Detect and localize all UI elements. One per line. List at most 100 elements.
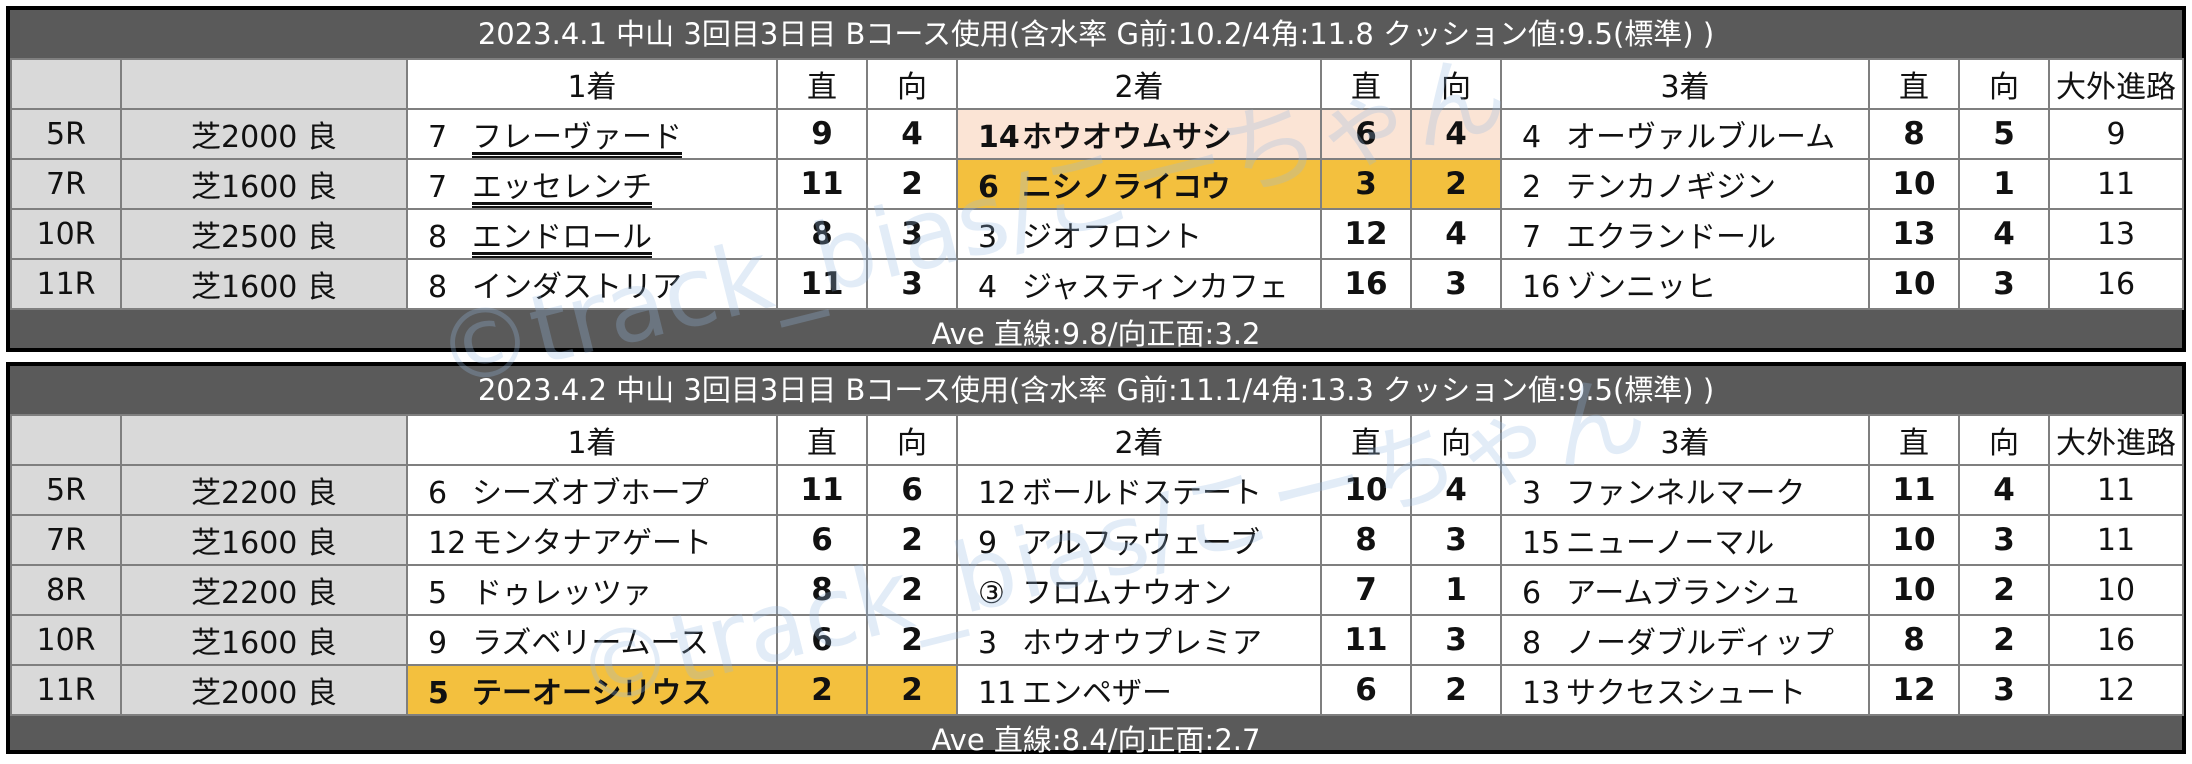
second-horse: 6 ニシノライコウ xyxy=(956,158,1322,210)
horse-name: フロムナウオン xyxy=(1022,576,1232,611)
second-back: 4 xyxy=(1410,108,1502,160)
third-horse: 3 ファンネルマーク xyxy=(1500,464,1870,516)
horse-number: 9 xyxy=(978,526,998,561)
first-horse: 7 フレーヴァード xyxy=(406,108,778,160)
second-horse: 12 ボールドステート xyxy=(956,464,1322,516)
third-straight: 8 xyxy=(1868,614,1960,666)
horse-number: 2 xyxy=(1522,170,1542,205)
third-straight: 10 xyxy=(1868,514,1960,566)
first-straight: 11 xyxy=(776,158,868,210)
race-number: 5R xyxy=(10,464,122,516)
outside-path: 9 xyxy=(2048,108,2184,160)
second-back: 3 xyxy=(1410,514,1502,566)
first-straight: 11 xyxy=(776,464,868,516)
course-condition: 芝2000 良 xyxy=(120,108,408,160)
horse-name: ゾンニッヒ xyxy=(1566,270,1716,305)
table-row: 11R 芝1600 良 8 インダストリア 11 3 4 ジャスティンカフェ 16 … xyxy=(10,258,2184,310)
second-straight: 11 xyxy=(1320,614,1412,666)
third-straight: 13 xyxy=(1868,208,1960,260)
third-straight: 10 xyxy=(1868,258,1960,310)
horse-number: 8 xyxy=(428,220,448,255)
horse-name: エンドロール xyxy=(472,220,652,255)
horse-number: 8 xyxy=(428,270,448,305)
header-race-cell xyxy=(10,58,122,110)
second-back: 2 xyxy=(1410,158,1502,210)
header-second-back: 向 xyxy=(1410,58,1502,110)
outside-path: 11 xyxy=(2048,158,2184,210)
horse-number: 6 xyxy=(428,476,448,511)
race-number: 5R xyxy=(10,108,122,160)
horse-number: 7 xyxy=(428,120,448,155)
horse-number: 3 xyxy=(978,220,998,255)
course-condition: 芝1600 良 xyxy=(120,514,408,566)
second-straight: 6 xyxy=(1320,664,1412,716)
third-straight: 12 xyxy=(1868,664,1960,716)
horse-number: 6 xyxy=(978,170,999,205)
outside-path: 13 xyxy=(2048,208,2184,260)
first-horse: 9 ラズベリームース xyxy=(406,614,778,666)
course-condition: 芝1600 良 xyxy=(120,158,408,210)
table-row: 7R 芝1600 良 7 エッセレンチ 11 2 6 ニシノライコウ 3 2 2 テン… xyxy=(10,158,2184,210)
outside-path: 11 xyxy=(2048,464,2184,516)
header-first: 1着 xyxy=(406,58,778,110)
first-straight: 6 xyxy=(776,614,868,666)
horse-name: モンタナアゲート xyxy=(472,526,712,561)
horse-number: 8 xyxy=(1522,626,1542,661)
course-condition: 芝1600 良 xyxy=(120,614,408,666)
race-number: 11R xyxy=(10,258,122,310)
first-back: 2 xyxy=(866,514,958,566)
first-horse: 7 エッセレンチ xyxy=(406,158,778,210)
horse-number: 5 xyxy=(428,576,448,611)
second-horse: 9 アルファウェーブ xyxy=(956,514,1322,566)
first-back: 2 xyxy=(866,614,958,666)
horse-name: サクセスシュート xyxy=(1566,676,1806,711)
day-2-results-table: 1着 直 向 2着 直 向 3着 直 向 大外進路 5R 芝2200 良 6 シー… xyxy=(10,414,2184,716)
second-straight: 6 xyxy=(1320,108,1412,160)
header-second: 2着 xyxy=(956,58,1322,110)
second-horse: 11 エンペザー xyxy=(956,664,1322,716)
first-straight: 2 xyxy=(776,664,868,716)
table-row: 11R 芝2000 良 5 テーオーシリウス 2 2 11 エンペザー 6 2 13… xyxy=(10,664,2184,716)
horse-name: シーズオブホープ xyxy=(472,476,709,511)
horse-number: 13 xyxy=(1522,676,1561,711)
horse-number: 3 xyxy=(978,626,998,661)
second-straight: 16 xyxy=(1320,258,1412,310)
third-horse: 7 エクランドール xyxy=(1500,208,1870,260)
table-row: 10R 芝1600 良 9 ラズベリームース 6 2 3 ホウオウプレミア 11 3… xyxy=(10,614,2184,666)
race-number: 10R xyxy=(10,208,122,260)
horse-number: 4 xyxy=(1522,120,1542,155)
second-straight: 10 xyxy=(1320,464,1412,516)
header-second-straight: 直 xyxy=(1320,414,1412,466)
horse-name: インダストリア xyxy=(472,270,682,305)
horse-name: ノーダブルディップ xyxy=(1566,626,1834,661)
third-back: 4 xyxy=(1958,208,2050,260)
second-back: 2 xyxy=(1410,664,1502,716)
third-horse: 6 アームブランシュ xyxy=(1500,564,1870,616)
horse-name: ジオフロント xyxy=(1022,220,1202,255)
third-horse: 8 ノーダブルディップ xyxy=(1500,614,1870,666)
course-condition: 芝2500 良 xyxy=(120,208,408,260)
first-straight: 9 xyxy=(776,108,868,160)
second-back: 3 xyxy=(1410,258,1502,310)
course-condition: 芝2200 良 xyxy=(120,564,408,616)
horse-name: テンカノギジン xyxy=(1566,170,1776,205)
day-2-title: 2023.4.2 中山 3回目3日目 Bコース使用(含水率 G前:11.1/4角… xyxy=(477,373,1715,407)
second-back: 1 xyxy=(1410,564,1502,616)
third-horse: 13 サクセスシュート xyxy=(1500,664,1870,716)
horse-number: 7 xyxy=(428,170,448,205)
third-straight: 11 xyxy=(1868,464,1960,516)
horse-name: ジャスティンカフェ xyxy=(1022,270,1289,305)
first-horse: 5 テーオーシリウス xyxy=(406,664,778,716)
header-third: 3着 xyxy=(1500,414,1870,466)
outside-path: 10 xyxy=(2048,564,2184,616)
header-course-cell xyxy=(120,58,408,110)
horse-number: 12 xyxy=(978,476,1017,511)
third-back: 5 xyxy=(1958,108,2050,160)
course-condition: 芝1600 良 xyxy=(120,258,408,310)
first-horse: 8 エンドロール xyxy=(406,208,778,260)
first-back: 2 xyxy=(866,158,958,210)
first-back: 3 xyxy=(866,208,958,260)
header-second-straight: 直 xyxy=(1320,58,1412,110)
header-third: 3着 xyxy=(1500,58,1870,110)
